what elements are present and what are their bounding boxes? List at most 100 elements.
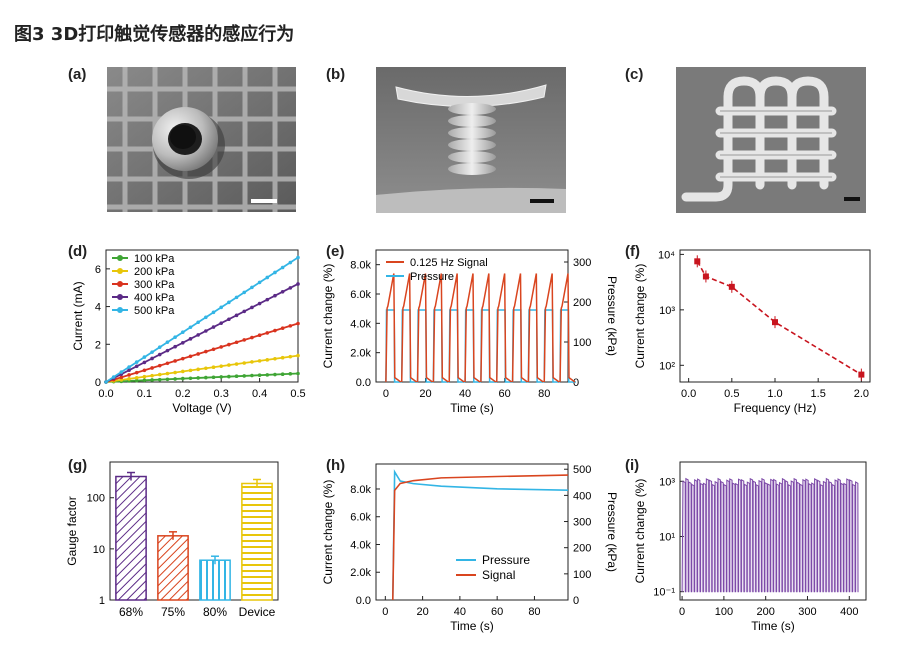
signal-trace bbox=[385, 273, 576, 383]
y-tick-label: 8.0k bbox=[350, 260, 371, 272]
legend-label-2: 300 kPa bbox=[134, 279, 175, 291]
series-point-4 bbox=[227, 300, 231, 305]
series-point-1 bbox=[227, 363, 231, 367]
series-point-1 bbox=[127, 377, 131, 381]
series-point-4 bbox=[257, 280, 262, 285]
panel-label-f: (f) bbox=[625, 243, 640, 260]
y2-tick-label: 200 bbox=[573, 543, 591, 555]
series-point-2 bbox=[250, 335, 254, 340]
series-point-4 bbox=[127, 365, 131, 369]
series-point-3 bbox=[204, 329, 208, 333]
series-point-3 bbox=[188, 337, 193, 341]
figure-title: 图3 3D打印触觉传感器的感应行为 bbox=[14, 24, 295, 45]
series-point-1 bbox=[157, 372, 162, 377]
legend-label-1: Pressure bbox=[410, 271, 454, 283]
y-axis-label: Gauge factor bbox=[65, 496, 79, 565]
series-point-3 bbox=[196, 333, 200, 337]
x-tick-label: 0.5 bbox=[290, 388, 305, 400]
series-point-2 bbox=[181, 356, 185, 361]
x-tick-label: 0.0 bbox=[98, 388, 113, 400]
plot-frame bbox=[109, 461, 279, 601]
series-point-3 bbox=[265, 297, 270, 302]
y-axis-label: Current change (%) bbox=[321, 264, 335, 369]
series-point-0 bbox=[227, 374, 231, 379]
y-tick-label: 4 bbox=[95, 302, 101, 314]
series-point-4 bbox=[196, 320, 200, 325]
category-label-1: 75% bbox=[161, 605, 185, 619]
series-point-4 bbox=[273, 270, 277, 275]
x-tick-label: 400 bbox=[840, 606, 858, 618]
y-tick-label: 6.0k bbox=[350, 512, 371, 524]
bar-3 bbox=[241, 482, 273, 601]
y2-tick-label: 200 bbox=[573, 297, 591, 309]
y2-tick-label: 100 bbox=[573, 337, 591, 349]
series-point-2 bbox=[134, 370, 139, 375]
series-point-3 bbox=[165, 348, 170, 353]
series-point-2 bbox=[196, 352, 200, 356]
y-tick-label: 0.0 bbox=[356, 377, 371, 389]
series-point-4 bbox=[296, 255, 300, 260]
y-tick-label: 0.0 bbox=[356, 595, 371, 607]
plot-frame bbox=[375, 249, 569, 383]
series-point-3 bbox=[288, 286, 293, 290]
y2-tick-label: 300 bbox=[573, 257, 591, 269]
y2-tick-label: 400 bbox=[573, 490, 591, 502]
series-point-3 bbox=[173, 344, 177, 349]
x-tick-label: 1.5 bbox=[811, 388, 826, 400]
y2-tick-label: 100 bbox=[573, 569, 591, 581]
series-point-4 bbox=[265, 275, 270, 280]
legend-label-1: 200 kPa bbox=[134, 266, 175, 278]
series-point-1 bbox=[119, 378, 124, 382]
series-point-0 bbox=[280, 372, 285, 376]
panel-label-d: (d) bbox=[68, 243, 88, 260]
x-tick-label: 0.0 bbox=[681, 388, 696, 400]
series-point-1 bbox=[273, 356, 277, 361]
series-point-1 bbox=[196, 367, 200, 372]
x-tick-label: 0.4 bbox=[252, 388, 267, 400]
series-point-1 bbox=[265, 358, 270, 362]
legend-marker-1 bbox=[117, 268, 123, 274]
series-point-4 bbox=[150, 350, 154, 354]
series-point-4 bbox=[242, 290, 247, 295]
series-point-2 bbox=[227, 342, 231, 347]
x-tick-label: 80 bbox=[538, 388, 550, 400]
series-point-3 bbox=[157, 352, 162, 357]
x-tick-label: 100 bbox=[715, 606, 733, 618]
plot-frame bbox=[679, 461, 867, 601]
panel-label-e: (e) bbox=[326, 243, 345, 260]
series-point-3 bbox=[134, 364, 139, 369]
y-axis-label: Current change (%) bbox=[633, 479, 647, 584]
y2-tick-label: 0 bbox=[573, 595, 579, 607]
series-point-3 bbox=[227, 317, 231, 322]
series-point-3 bbox=[250, 305, 254, 310]
series-point-3 bbox=[127, 368, 131, 373]
x-axis-label: Time (s) bbox=[450, 401, 494, 415]
y-tick-label: 10⁴ bbox=[658, 249, 675, 261]
chart-h-step-response: 0 20 40 60 80 0.0 2.0k 4.0k 6.0k 8.0k 0 100 200 300 40… bbox=[321, 463, 618, 633]
x-axis-label: Frequency (Hz) bbox=[734, 401, 817, 415]
legend-label-0: 0.125 Hz Signal bbox=[410, 257, 488, 269]
x-tick-label: 0.5 bbox=[724, 388, 739, 400]
series-point-1 bbox=[142, 374, 147, 379]
series-point-3 bbox=[257, 301, 262, 306]
y-tick-label: 2.0k bbox=[350, 567, 371, 579]
series-point-1 bbox=[242, 361, 247, 365]
panel-label-a: (a) bbox=[68, 66, 87, 83]
series-point-3 bbox=[234, 313, 239, 318]
chart-d-iv-curves: 0.0 0.1 0.2 0.3 0.4 0.5 0 2 4 6 Voltage (V) Current… bbox=[71, 249, 306, 415]
series-point-0 bbox=[296, 371, 300, 376]
series-point-4 bbox=[250, 285, 254, 290]
series-point-2 bbox=[257, 333, 262, 338]
y-tick-label: 6.0k bbox=[350, 289, 371, 301]
panel-label-b: (b) bbox=[326, 66, 346, 83]
series-point-1 bbox=[211, 365, 216, 370]
series-point-0 bbox=[142, 378, 147, 383]
series-point-2 bbox=[265, 331, 270, 335]
chart-i-long-cycling: 0 100 200 300 400 10⁻¹ 10¹ 10³ Time (s) Current c… bbox=[633, 461, 867, 633]
y-tick-label: 4.0k bbox=[350, 318, 371, 330]
y2-tick-label: 0 bbox=[573, 377, 579, 389]
sem-image-tube bbox=[107, 67, 296, 212]
series-point-1 bbox=[188, 368, 193, 373]
series-point-3 bbox=[150, 356, 154, 361]
series-point-2 bbox=[142, 368, 147, 373]
